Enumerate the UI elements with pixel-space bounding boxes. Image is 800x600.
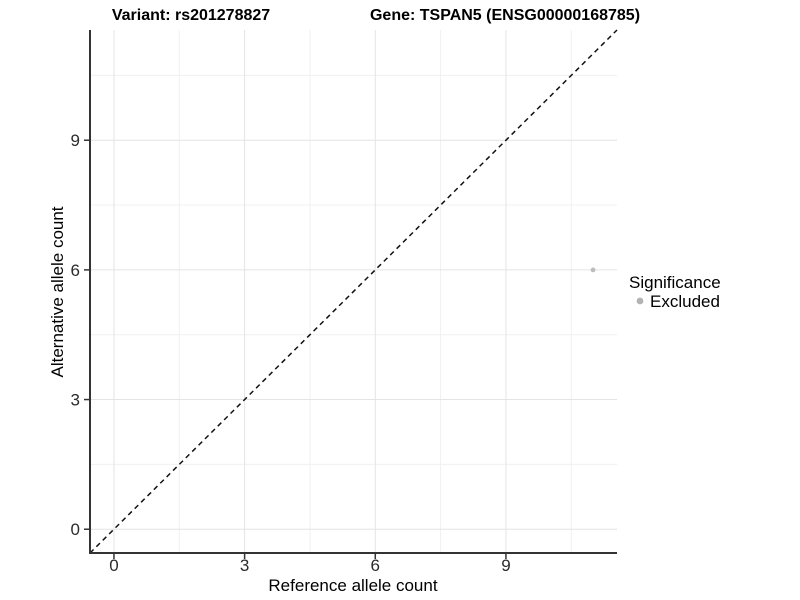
x-tick-label: 9 <box>501 556 510 575</box>
axes-layer <box>89 30 617 554</box>
y-axis-title: Alternative allele count <box>48 206 67 377</box>
legend: Significance Excluded <box>629 273 721 311</box>
tick-layer: 0 3 6 9 0 3 6 9 <box>71 131 511 575</box>
grid-layer <box>90 30 617 553</box>
plot-title-variant: Variant: rs201278827 <box>112 7 270 24</box>
y-tick-label: 6 <box>71 261 80 280</box>
data-point <box>590 267 596 273</box>
x-tick-label: 6 <box>371 556 380 575</box>
identity-line-layer <box>89 29 618 554</box>
y-tick-label: 0 <box>71 520 80 539</box>
legend-item-label: Excluded <box>650 292 720 311</box>
legend-title: Significance <box>629 273 721 292</box>
identity-dashed-line <box>89 29 618 554</box>
y-tick-label: 3 <box>71 391 80 410</box>
y-tick-label: 9 <box>71 131 80 150</box>
x-axis-title: Reference allele count <box>268 576 437 595</box>
points-layer <box>590 267 596 273</box>
plot-title-gene: Gene: TSPAN5 (ENSG00000168785) <box>370 7 640 24</box>
x-tick-label: 3 <box>240 556 249 575</box>
x-tick-label: 0 <box>109 556 118 575</box>
legend-key-dot <box>636 297 644 305</box>
